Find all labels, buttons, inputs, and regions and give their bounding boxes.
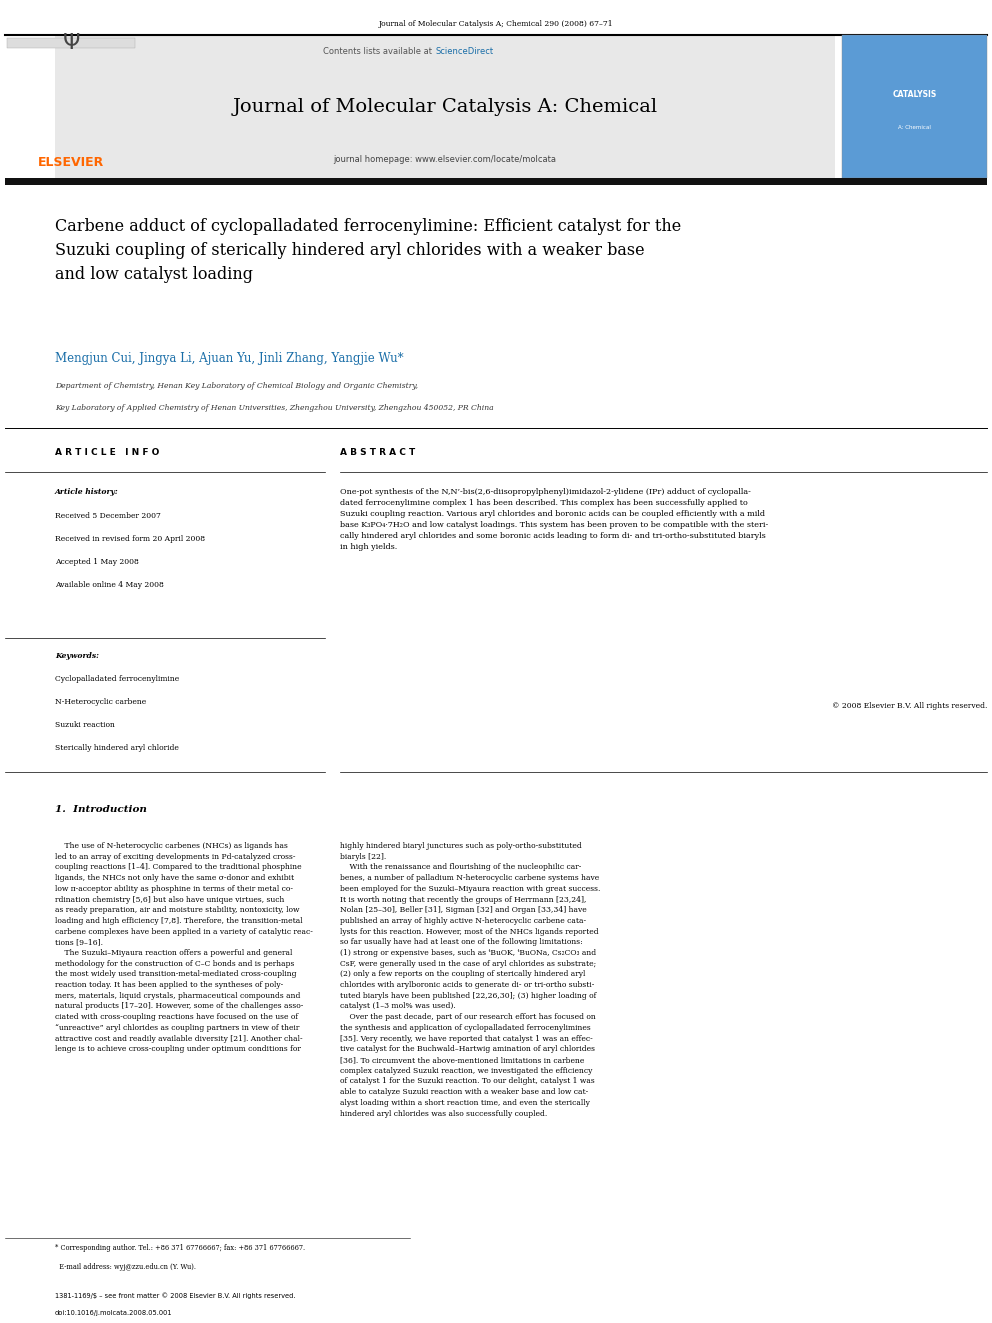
- Text: Journal of Molecular Catalysis A; Chemical 290 (2008) 67–71: Journal of Molecular Catalysis A; Chemic…: [379, 20, 613, 28]
- Text: Journal of Molecular Catalysis A: Chemical: Journal of Molecular Catalysis A: Chemic…: [232, 98, 658, 116]
- Text: Key Laboratory of Applied Chemistry of Henan Universities, Zhengzhou University,: Key Laboratory of Applied Chemistry of H…: [55, 404, 494, 411]
- Text: Carbene adduct of cyclopalladated ferrocenylimine: Efficient catalyst for the
Su: Carbene adduct of cyclopalladated ferroc…: [55, 218, 682, 283]
- Text: ELSEVIER: ELSEVIER: [38, 156, 104, 168]
- Text: A: Chemical: A: Chemical: [898, 126, 930, 131]
- Text: Accepted 1 May 2008: Accepted 1 May 2008: [55, 558, 139, 566]
- Text: Ψ: Ψ: [62, 33, 79, 53]
- Text: Cyclopalladated ferrocenylimine: Cyclopalladated ferrocenylimine: [55, 675, 180, 683]
- Text: Available online 4 May 2008: Available online 4 May 2008: [55, 581, 164, 589]
- Text: ScienceDirect: ScienceDirect: [435, 48, 493, 57]
- Text: journal homepage: www.elsevier.com/locate/molcata: journal homepage: www.elsevier.com/locat…: [333, 156, 557, 164]
- FancyBboxPatch shape: [5, 34, 55, 179]
- Text: Received 5 December 2007: Received 5 December 2007: [55, 512, 161, 520]
- FancyBboxPatch shape: [55, 34, 835, 179]
- Text: N-Heterocyclic carbene: N-Heterocyclic carbene: [55, 699, 146, 706]
- FancyBboxPatch shape: [5, 179, 987, 185]
- Text: A R T I C L E   I N F O: A R T I C L E I N F O: [55, 448, 160, 456]
- Text: * Corresponding author. Tel.: +86 371 67766667; fax: +86 371 67766667.: * Corresponding author. Tel.: +86 371 67…: [55, 1244, 306, 1252]
- FancyBboxPatch shape: [7, 38, 135, 48]
- Text: Keywords:: Keywords:: [55, 652, 99, 660]
- Text: 1.  Introduction: 1. Introduction: [55, 804, 147, 814]
- Text: Article history:: Article history:: [55, 488, 119, 496]
- Text: highly hindered biaryl junctures such as poly-ortho-substituted
biaryls [22].
  : highly hindered biaryl junctures such as…: [340, 841, 600, 1118]
- Text: Mengjun Cui, Jingya Li, Ajuan Yu, Jinli Zhang, Yangjie Wu*: Mengjun Cui, Jingya Li, Ajuan Yu, Jinli …: [55, 352, 404, 365]
- Text: 1381-1169/$ – see front matter © 2008 Elsevier B.V. All rights reserved.: 1381-1169/$ – see front matter © 2008 El…: [55, 1293, 296, 1299]
- Text: Received in revised form 20 April 2008: Received in revised form 20 April 2008: [55, 534, 205, 542]
- Text: Department of Chemistry, Henan Key Laboratory of Chemical Biology and Organic Ch: Department of Chemistry, Henan Key Labor…: [55, 382, 418, 390]
- FancyBboxPatch shape: [842, 34, 987, 179]
- Text: Sterically hindered aryl chloride: Sterically hindered aryl chloride: [55, 744, 179, 751]
- Text: The use of N-heterocyclic carbenes (NHCs) as ligands has
led to an array of exci: The use of N-heterocyclic carbenes (NHCs…: [55, 841, 312, 1053]
- Text: Contents lists available at: Contents lists available at: [323, 48, 435, 57]
- Text: Suzuki reaction: Suzuki reaction: [55, 721, 115, 729]
- Text: © 2008 Elsevier B.V. All rights reserved.: © 2008 Elsevier B.V. All rights reserved…: [831, 703, 987, 710]
- Text: doi:10.1016/j.molcata.2008.05.001: doi:10.1016/j.molcata.2008.05.001: [55, 1310, 173, 1316]
- Text: A B S T R A C T: A B S T R A C T: [340, 448, 416, 456]
- Text: One-pot synthesis of the N,N’-bis(2,6-diisopropylphenyl)imidazol-2-ylidene (IPr): One-pot synthesis of the N,N’-bis(2,6-di…: [340, 488, 768, 550]
- Text: CATALYSIS: CATALYSIS: [893, 90, 936, 99]
- Text: E-mail address: wyj@zzu.edu.cn (Y. Wu).: E-mail address: wyj@zzu.edu.cn (Y. Wu).: [55, 1263, 196, 1271]
